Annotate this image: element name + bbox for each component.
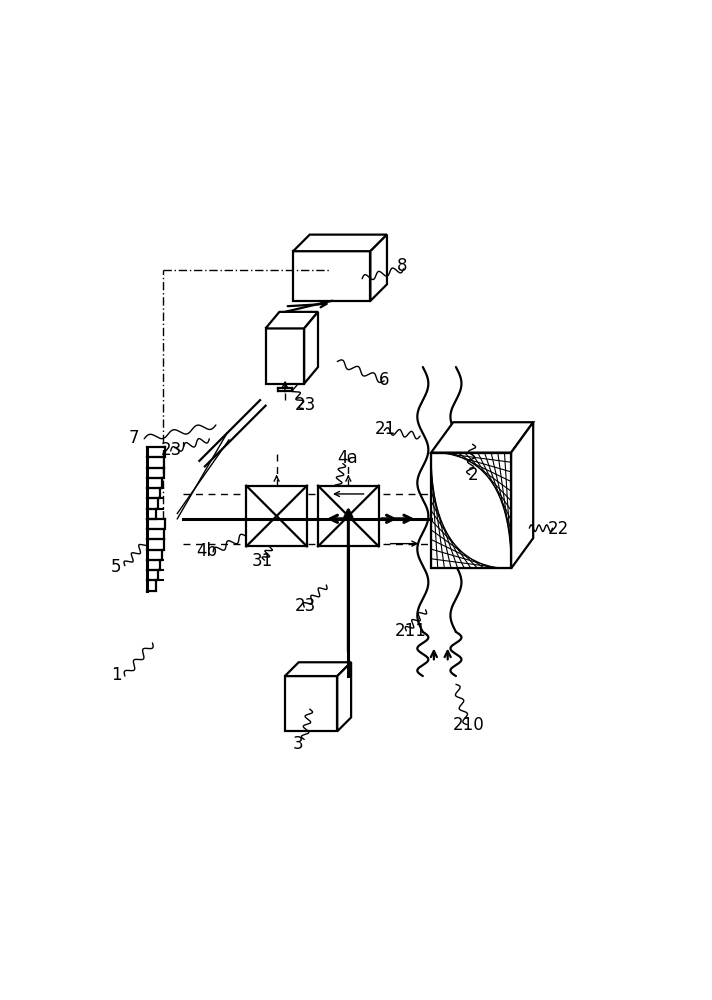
Text: 23': 23' xyxy=(161,441,187,459)
Polygon shape xyxy=(431,422,533,453)
Polygon shape xyxy=(304,312,318,384)
Text: 23: 23 xyxy=(294,396,315,414)
Text: 4b: 4b xyxy=(197,542,218,560)
Bar xyxy=(266,328,304,384)
Text: 21: 21 xyxy=(375,420,396,438)
Text: 210: 210 xyxy=(454,716,485,734)
Bar xyxy=(246,486,307,546)
Bar xyxy=(318,486,379,546)
Polygon shape xyxy=(370,235,387,301)
Polygon shape xyxy=(285,662,351,676)
Text: 23: 23 xyxy=(294,597,315,615)
Polygon shape xyxy=(266,312,318,328)
Text: 4a: 4a xyxy=(337,449,358,467)
Text: 2: 2 xyxy=(468,466,478,484)
Polygon shape xyxy=(293,235,387,251)
Bar xyxy=(293,251,370,301)
Text: 3: 3 xyxy=(293,735,304,753)
Text: 211: 211 xyxy=(395,622,427,640)
Polygon shape xyxy=(337,662,351,731)
Polygon shape xyxy=(511,422,533,568)
Text: 31: 31 xyxy=(252,552,273,570)
Bar xyxy=(285,676,337,731)
Text: 7: 7 xyxy=(129,429,140,447)
Text: 8: 8 xyxy=(397,257,407,275)
Text: 1: 1 xyxy=(111,666,122,684)
Text: 6: 6 xyxy=(379,371,389,389)
Bar xyxy=(431,453,511,568)
Text: 5: 5 xyxy=(111,558,122,576)
Text: 22: 22 xyxy=(548,520,570,538)
